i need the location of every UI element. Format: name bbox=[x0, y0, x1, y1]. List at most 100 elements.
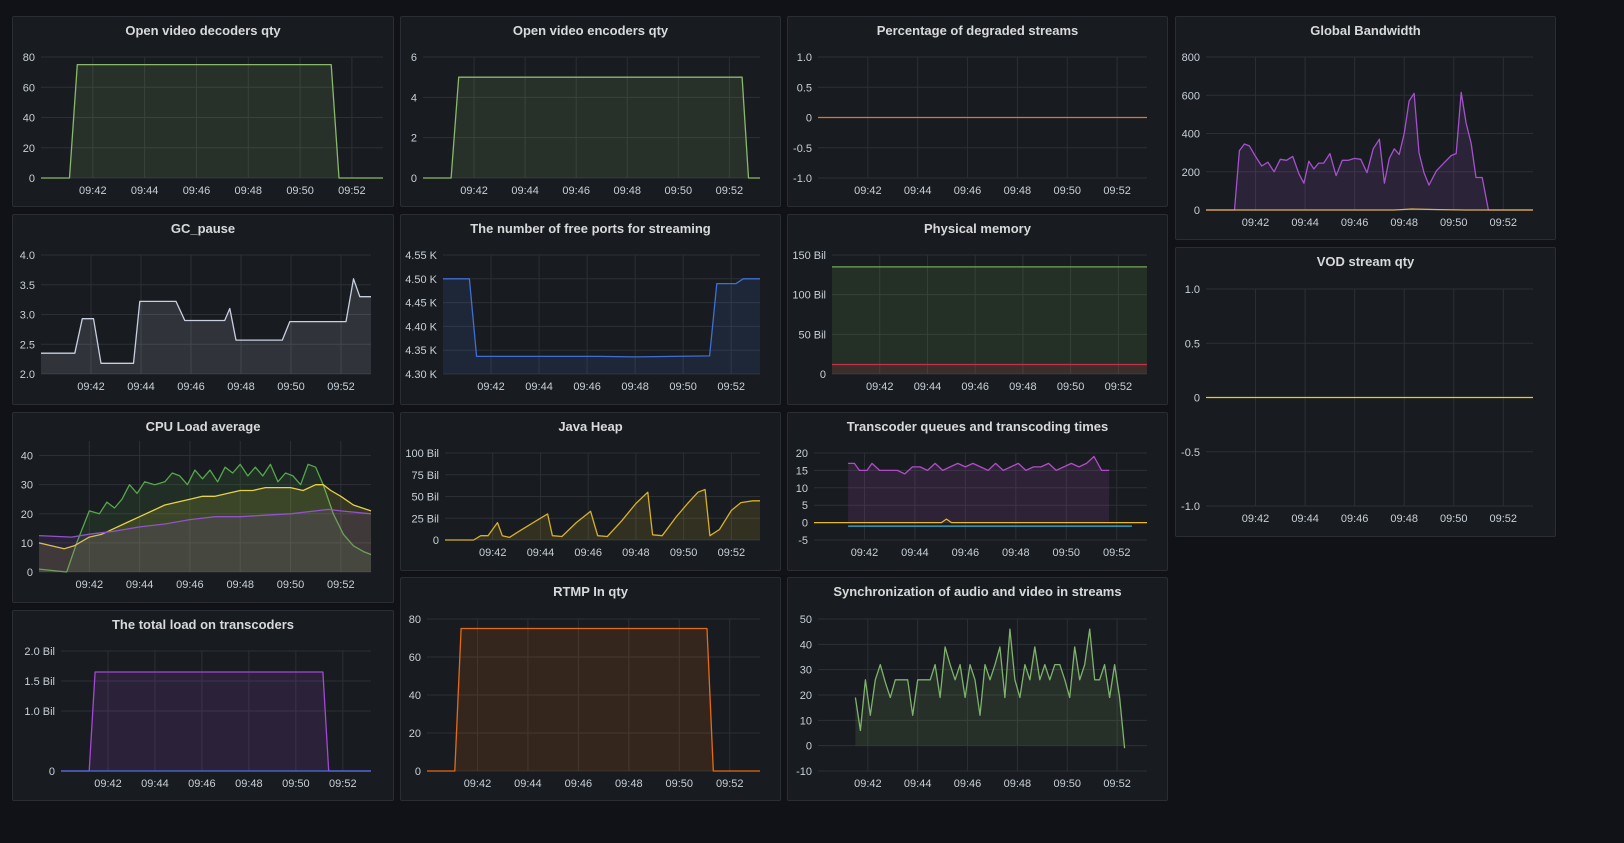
x-tick-label: 09:42 bbox=[479, 547, 507, 559]
panel-title[interactable]: Synchronization of audio and video in st… bbox=[833, 584, 1122, 599]
y-tick-label: 0 bbox=[27, 567, 33, 579]
grid bbox=[41, 254, 371, 375]
panel-title[interactable]: Open video decoders qty bbox=[125, 23, 281, 38]
y-tick-label: 600 bbox=[1182, 90, 1200, 102]
y-tick-label: 50 bbox=[800, 614, 812, 626]
panel-open-video-encoders: Open video encoders qty 0 2 4 6 09:42 09:44 09… bbox=[400, 16, 781, 207]
series-area bbox=[39, 509, 371, 572]
y-tick-label: 0 bbox=[806, 113, 812, 125]
x-tick-label: 09:48 bbox=[622, 547, 650, 559]
x-tick-label: 09:44 bbox=[527, 547, 555, 559]
x-tick-label: 09:52 bbox=[338, 185, 366, 197]
y-tick-label: 4.55 K bbox=[405, 250, 437, 262]
chart-transcoder-queues: -5 0 5 10 15 20 09:42 09:44 09:46 09:48 09:50 09:52 bbox=[796, 448, 1147, 559]
x-tick-label: 09:46 bbox=[1341, 217, 1369, 229]
grid bbox=[427, 618, 760, 772]
x-tick-label: 09:42 bbox=[79, 185, 107, 197]
series-line bbox=[443, 278, 760, 358]
y-tick-label: 4.50 K bbox=[405, 274, 437, 286]
x-tick-label: 09:48 bbox=[226, 579, 254, 591]
series-line bbox=[814, 518, 1147, 524]
series-area bbox=[832, 364, 1147, 374]
panel-title[interactable]: Java Heap bbox=[558, 419, 623, 434]
y-tick-label: 3.0 bbox=[20, 310, 35, 322]
x-tick-label: 09:50 bbox=[277, 579, 305, 591]
x-tick-label: 09:50 bbox=[1440, 513, 1468, 525]
x-tick-label: 09:46 bbox=[954, 778, 982, 790]
y-tick-label: 20 bbox=[23, 143, 35, 155]
y-tick-label: 4.35 K bbox=[405, 345, 437, 357]
series-line bbox=[848, 455, 1110, 475]
grid bbox=[61, 650, 371, 772]
x-tick-label: 09:52 bbox=[716, 185, 744, 197]
x-tick-label: 09:42 bbox=[866, 381, 894, 393]
chart-open-video-decoders: 0 20 40 60 80 09:42 09:44 09:46 09:48 09:50 09:52 bbox=[23, 52, 383, 197]
x-tick-label: 09:46 bbox=[961, 381, 989, 393]
y-tick-label: 40 bbox=[800, 639, 812, 651]
x-tick-label: 09:52 bbox=[717, 381, 745, 393]
panel-title[interactable]: The number of free ports for streaming bbox=[470, 221, 711, 236]
panel-title[interactable]: The total load on transcoders bbox=[111, 617, 295, 632]
series-area bbox=[832, 266, 1147, 374]
chart-java-heap: 0 25 Bil 50 Bil 75 Bil 100 Bil 09:42 09:44 09:4… bbox=[405, 448, 760, 559]
x-tick-label: 09:48 bbox=[621, 381, 649, 393]
x-tick-label: 09:44 bbox=[511, 185, 539, 197]
y-tick-label: -0.5 bbox=[793, 143, 812, 155]
y-tick-label: 2.0 bbox=[20, 369, 35, 381]
chart-degraded-streams: -1.0 -0.5 0 0.5 1.0 09:42 09:44 09:46 09:48 09:50… bbox=[793, 52, 1147, 197]
panel-title[interactable]: GC_pause bbox=[170, 221, 236, 236]
x-tick-label: 09:48 bbox=[1004, 185, 1032, 197]
panel-title[interactable]: Physical memory bbox=[924, 221, 1031, 236]
panel-title[interactable]: Percentage of degraded streams bbox=[876, 23, 1079, 38]
x-tick-label: 09:42 bbox=[464, 778, 492, 790]
panel-vod-stream: VOD stream qty -1.0 -0.5 0 0.5 1.0 09:42 09:44… bbox=[1175, 247, 1556, 537]
x-tick-label: 09:52 bbox=[327, 579, 355, 591]
y-tick-label: 0 bbox=[806, 741, 812, 753]
x-tick-label: 09:46 bbox=[562, 185, 590, 197]
x-tick-label: 09:46 bbox=[188, 778, 216, 790]
y-tick-label: 0.5 bbox=[1185, 338, 1200, 350]
x-tick-label: 09:42 bbox=[1242, 217, 1270, 229]
y-tick-label: 60 bbox=[23, 82, 35, 94]
x-tick-label: 09:42 bbox=[460, 185, 488, 197]
panel-title[interactable]: VOD stream qty bbox=[1316, 254, 1415, 269]
y-tick-label: 100 Bil bbox=[792, 290, 826, 302]
y-tick-label: 200 bbox=[1182, 167, 1200, 179]
series-1 bbox=[423, 76, 760, 179]
x-tick-label: 09:50 bbox=[1053, 547, 1081, 559]
series-1 bbox=[41, 278, 371, 374]
panel-title[interactable]: CPU Load average bbox=[145, 419, 261, 434]
y-tick-label: 50 Bil bbox=[411, 492, 439, 504]
chart-vod-stream: -1.0 -0.5 0 0.5 1.0 09:42 09:44 09:46 09:48 09:50… bbox=[1181, 284, 1533, 525]
chart-av-sync: -10 0 10 20 30 40 50 09:42 09:44 09:46 09:48 09:50 0… bbox=[796, 614, 1147, 790]
x-tick-label: 09:50 bbox=[1053, 185, 1081, 197]
x-tick-label: 09:42 bbox=[76, 579, 104, 591]
series-line bbox=[854, 628, 1126, 749]
series-2 bbox=[1206, 208, 1533, 211]
y-tick-label: 20 bbox=[409, 728, 421, 740]
y-tick-label: 60 bbox=[409, 652, 421, 664]
x-tick-label: 09:46 bbox=[573, 381, 601, 393]
y-tick-label: 0 bbox=[820, 369, 826, 381]
y-tick-label: 10 bbox=[21, 538, 33, 550]
panel-title[interactable]: RTMP In qty bbox=[553, 584, 628, 599]
panel-cpu-load: CPU Load average 0 10 20 30 40 09:42 09:44 09:4… bbox=[12, 412, 394, 603]
x-tick-label: 09:50 bbox=[669, 381, 697, 393]
y-tick-label: 3.5 bbox=[20, 280, 35, 292]
panel-title[interactable]: Open video encoders qty bbox=[512, 23, 669, 38]
y-tick-label: -5 bbox=[798, 535, 808, 547]
y-tick-label: 1.0 Bil bbox=[24, 706, 55, 718]
y-tick-label: 4.0 bbox=[20, 250, 35, 262]
chart-cpu-load: 0 10 20 30 40 09:42 09:44 09:46 09:48 09:50 09:52 bbox=[21, 441, 372, 591]
panel-title[interactable]: Transcoder queues and transcoding times bbox=[846, 419, 1109, 434]
series-1 bbox=[61, 671, 371, 772]
x-tick-label: 09:42 bbox=[1242, 513, 1270, 525]
series-2 bbox=[814, 518, 1147, 524]
panel-title[interactable]: Global Bandwidth bbox=[1310, 23, 1421, 38]
series-1 bbox=[848, 455, 1110, 523]
x-tick-label: 09:46 bbox=[183, 185, 211, 197]
x-tick-label: 09:44 bbox=[514, 778, 542, 790]
x-tick-label: 09:48 bbox=[1390, 217, 1418, 229]
x-tick-label: 09:50 bbox=[277, 381, 305, 393]
